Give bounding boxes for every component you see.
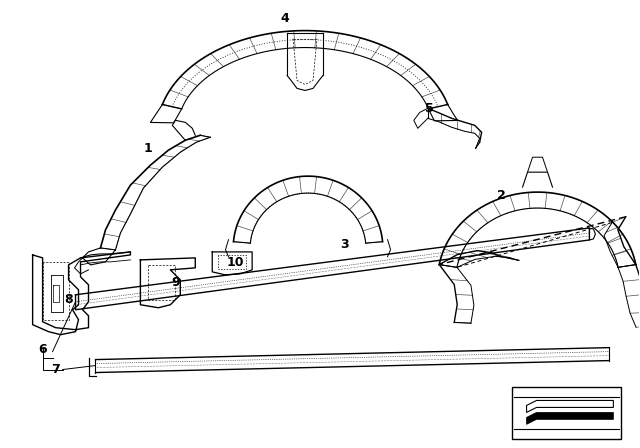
Text: 00149710: 00149710 — [543, 424, 592, 435]
Text: 2: 2 — [497, 189, 506, 202]
Text: 8: 8 — [64, 293, 73, 306]
Text: 6: 6 — [38, 343, 47, 356]
Polygon shape — [527, 401, 613, 413]
Text: 4: 4 — [281, 12, 289, 25]
Text: 3: 3 — [340, 238, 349, 251]
Text: 1: 1 — [144, 142, 153, 155]
Text: 7: 7 — [51, 363, 60, 376]
Text: 9: 9 — [171, 276, 180, 289]
Polygon shape — [527, 413, 613, 424]
Text: 10: 10 — [227, 256, 244, 269]
Text: 5: 5 — [426, 102, 434, 115]
FancyBboxPatch shape — [511, 388, 621, 439]
